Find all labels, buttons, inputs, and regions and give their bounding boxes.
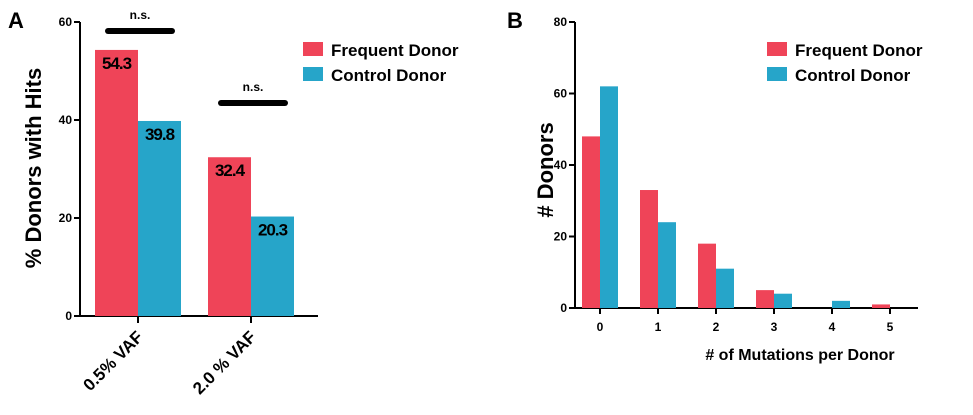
- panel-a-letter: A: [8, 8, 24, 33]
- legend-swatch-control: [767, 67, 787, 81]
- panel-a-legend: Frequent Donor Control Donor: [303, 41, 459, 85]
- bar: [95, 49, 138, 317]
- y-tick-label: 60: [554, 87, 568, 101]
- panel-a: A % Donors with Hits Frequent Donor Cont…: [8, 8, 459, 398]
- legend-label-control: Control Donor: [795, 66, 911, 85]
- y-tick-label: 40: [554, 158, 568, 172]
- legend-swatch-frequent: [303, 42, 323, 56]
- legend-label-frequent: Frequent Donor: [795, 41, 923, 60]
- data-label: 32.4: [215, 161, 246, 180]
- y-tick-label: 0: [560, 301, 567, 315]
- panel-b-x-axis-title: # of Mutations per Donor: [705, 347, 894, 364]
- data-label: 20.3: [258, 221, 288, 240]
- y-tick-label: 20: [554, 230, 568, 244]
- bar: [208, 157, 251, 316]
- bar: [582, 136, 600, 308]
- bar: [872, 304, 890, 308]
- data-label: 54.3: [102, 54, 132, 73]
- x-tick-label: 2: [713, 320, 720, 334]
- bar: [698, 243, 716, 308]
- panel-a-y-axis-title: % Donors with Hits: [21, 68, 46, 268]
- panel-b-legend: Frequent Donor Control Donor: [767, 41, 923, 85]
- bar: [138, 120, 181, 316]
- panel-b-y-axis-title: # Donors: [533, 122, 558, 217]
- bar: [832, 300, 850, 308]
- x-tick-label: 1: [655, 320, 662, 334]
- x-tick-label: 0.5% VAF: [79, 327, 146, 394]
- bar: [774, 293, 792, 308]
- legend-swatch-control: [303, 67, 323, 81]
- y-tick-label: 60: [59, 15, 73, 29]
- legend-label-control: Control Donor: [331, 66, 447, 85]
- panel-b-letter: B: [507, 8, 523, 33]
- legend-label-frequent: Frequent Donor: [331, 41, 459, 60]
- y-tick-label: 0: [65, 309, 72, 323]
- x-tick-label: 3: [771, 320, 778, 334]
- data-label: 39.8: [145, 125, 175, 144]
- legend-swatch-frequent: [767, 42, 787, 56]
- x-tick-label: 2.0 % VAF: [189, 327, 260, 398]
- x-tick-label: 0: [597, 320, 604, 334]
- bar: [251, 216, 294, 316]
- bar: [658, 222, 676, 308]
- y-tick-label: 40: [59, 113, 73, 127]
- y-tick-label: 80: [554, 15, 568, 29]
- significance-label: n.s.: [243, 80, 264, 94]
- significance-label: n.s.: [130, 8, 151, 22]
- bar: [756, 290, 774, 308]
- panel-b: B # Donors # of Mutations per Donor Freq…: [507, 8, 923, 364]
- y-tick-label: 20: [59, 211, 73, 225]
- x-tick-label: 4: [829, 320, 836, 334]
- bar: [600, 86, 618, 308]
- bar: [716, 268, 734, 308]
- x-tick-label: 5: [887, 320, 894, 334]
- bar: [640, 190, 658, 308]
